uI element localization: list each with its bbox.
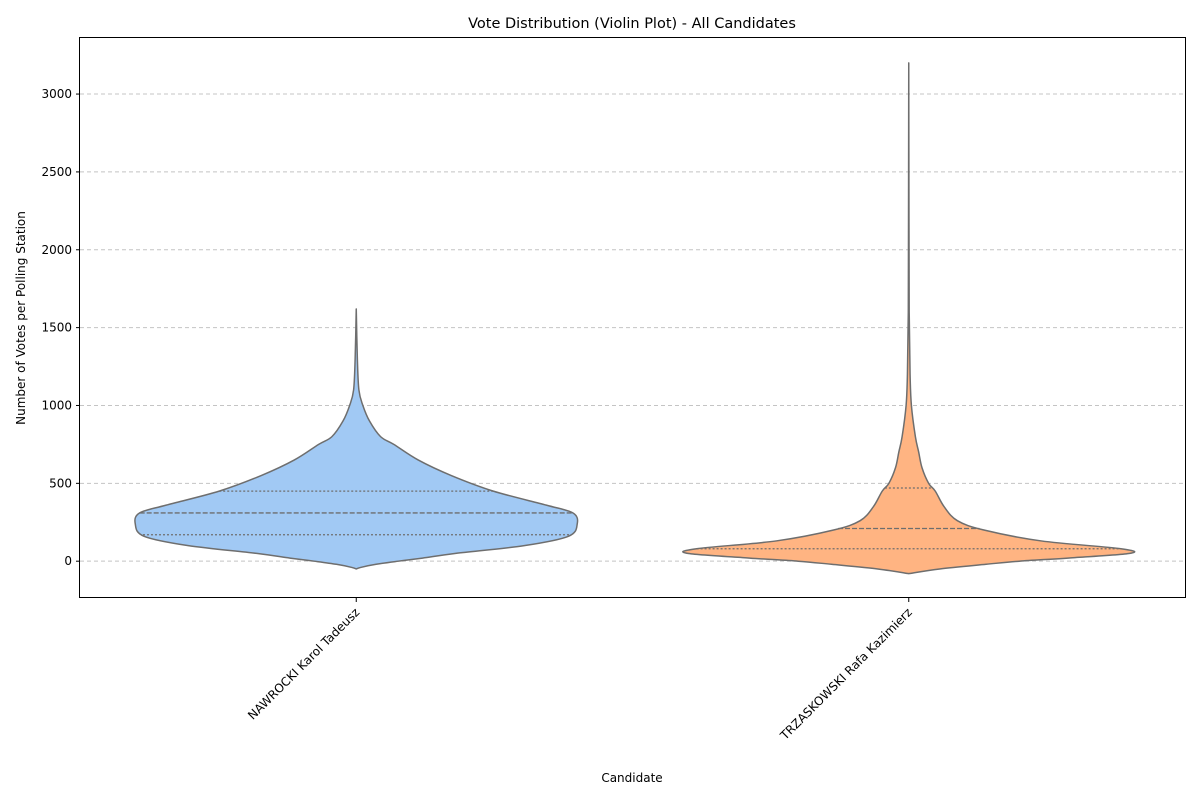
y-axis-ticks: 0 500 1000 1500 2000 2500 3000 bbox=[41, 87, 80, 568]
x-axis-ticks: NAWROCKI Karol Tadeusz TRZASKOWSKI Rafa K… bbox=[245, 597, 915, 743]
plot-frame bbox=[79, 37, 1186, 598]
chart-title: Vote Distribution (Violin Plot) - All Ca… bbox=[468, 16, 796, 32]
y-axis-label: Number of Votes per Polling Station bbox=[14, 211, 28, 425]
violin-body bbox=[682, 62, 1136, 575]
violin-1 bbox=[134, 308, 579, 570]
y-tick-label: 2500 bbox=[41, 165, 72, 179]
x-tick-label: NAWROCKI Karol Tadeusz bbox=[245, 605, 362, 722]
y-tick-label: 1000 bbox=[41, 398, 72, 412]
violin-layer bbox=[134, 62, 1136, 575]
y-tick-label: 1500 bbox=[41, 321, 72, 335]
x-tick-label: TRZASKOWSKI Rafa Kazimierz bbox=[777, 605, 915, 743]
y-tick-label: 500 bbox=[49, 476, 72, 490]
violin-2 bbox=[682, 62, 1136, 575]
y-tick-label: 3000 bbox=[41, 87, 72, 101]
y-tick-label: 2000 bbox=[41, 243, 72, 257]
x-axis-label: Candidate bbox=[601, 771, 662, 785]
violin-body bbox=[134, 308, 579, 570]
y-tick-label: 0 bbox=[64, 554, 72, 568]
